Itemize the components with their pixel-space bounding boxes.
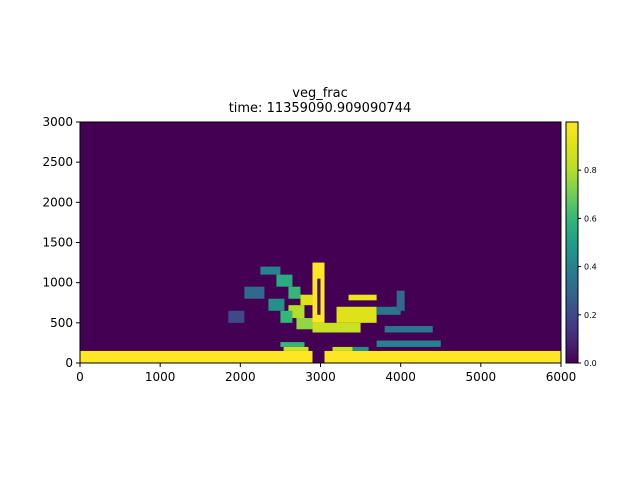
- x-tick-label: 3000: [305, 370, 336, 384]
- heatmap-cell: [312, 322, 361, 333]
- heatmap-cell: [300, 294, 313, 306]
- y-tick-label: 500: [50, 316, 73, 330]
- heatmap-cell: [228, 310, 245, 323]
- heatmap-cell: [348, 294, 377, 301]
- heatmap-cell: [324, 350, 561, 363]
- colorbar: [565, 121, 579, 364]
- heatmap-cell: [280, 342, 305, 347]
- chart-title: veg_frac: [292, 86, 348, 101]
- x-tick-label: 5000: [466, 370, 497, 384]
- heatmap-cell: [396, 290, 405, 311]
- y-tick-label: 3000: [42, 115, 73, 129]
- colorbar-tick-label: 0.8: [584, 166, 597, 175]
- heatmap-cell: [384, 326, 433, 333]
- heatmap-cell: [244, 286, 265, 299]
- colorbar-tick-label: 0.6: [584, 214, 597, 223]
- y-tick-label: 2500: [42, 155, 73, 169]
- y-tick-label: 1000: [42, 276, 73, 290]
- y-tick-label: 1500: [42, 236, 73, 250]
- x-tick-label: 1000: [145, 370, 176, 384]
- x-tick-label: 0: [76, 370, 84, 384]
- heatmap-cell: [376, 340, 441, 347]
- heatmap-cell: [336, 306, 377, 323]
- y-tick-label: 2000: [42, 195, 73, 209]
- heatmap-cell: [268, 298, 285, 311]
- colorbar-tick-label: 0.0: [584, 359, 597, 368]
- heatmap-cell: [332, 346, 353, 351]
- heatmap-cell: [280, 310, 293, 323]
- heatmap-cell: [260, 266, 281, 275]
- x-tick-label: 2000: [225, 370, 256, 384]
- heatmap-cell: [80, 350, 313, 363]
- heatmap-cell: [288, 286, 301, 299]
- heatmap-cell: [296, 318, 313, 330]
- chart-subtitle: time: 11359090.909090744: [228, 101, 412, 116]
- x-tick-label: 6000: [546, 370, 577, 384]
- colorbar-tick-label: 0.4: [584, 263, 597, 272]
- heatmap-cell: [352, 346, 369, 351]
- y-tick-label: 0: [65, 356, 73, 370]
- heatmap-cell: [283, 346, 309, 351]
- colorbar-tick-label: 0.2: [584, 311, 597, 320]
- heatmap-cell: [317, 278, 321, 315]
- heatmap-cell: [376, 306, 401, 315]
- x-tick-label: 4000: [385, 370, 416, 384]
- heatmap-cell: [276, 274, 293, 287]
